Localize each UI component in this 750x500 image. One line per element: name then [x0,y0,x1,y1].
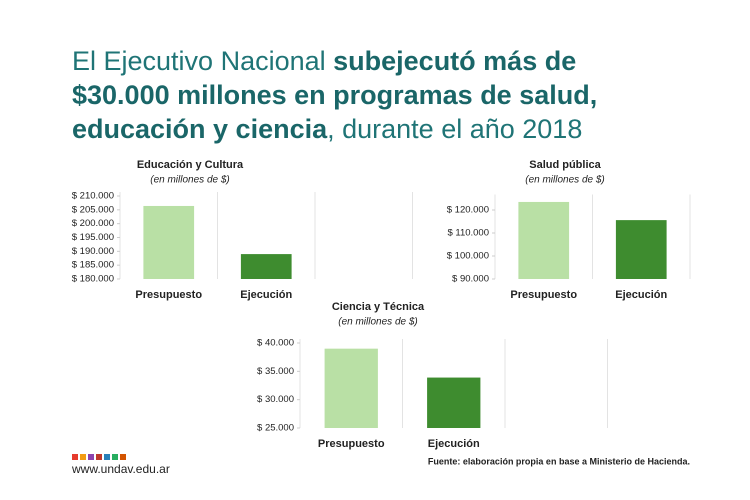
title-line: educación y ciencia, durante el año 2018 [72,112,597,146]
chart-title: Ciencia y Técnica [332,301,425,313]
y-tick-label: $ 185.000 [72,260,114,271]
y-tick-label: $ 190.000 [72,246,114,257]
y-tick-label: $ 30.000 [257,394,294,405]
x-tick-label: Ejecución [240,289,292,301]
chart-subtitle: (en millones de $) [338,317,417,328]
y-tick-label: $ 210.000 [72,191,114,202]
title-segment: educación y ciencia [72,114,328,144]
title-segment: , durante el año 2018 [327,114,583,144]
bar [615,220,667,279]
y-tick-label: $ 180.000 [72,274,114,285]
y-tick-label: $ 110.000 [447,228,489,239]
title-segment: $30.000 millones en programas de salud, [72,80,598,110]
y-tick-label: $ 35.000 [257,366,294,377]
url: www.undav.edu.ar [71,462,170,476]
y-tick-label: $ 90.000 [452,274,489,285]
x-tick-label: Presupuesto [135,289,202,301]
y-tick-label: $ 100.000 [447,251,489,262]
y-tick-label: $ 200.000 [72,218,114,229]
chart-subtitle: (en millones de $) [525,175,604,186]
x-tick-label: Presupuesto [510,289,577,301]
bar [143,205,195,279]
title-segment: subejecutó más de [333,46,577,76]
bar [240,254,292,279]
chart-title: Educación y Cultura [137,159,244,171]
source: Fuente: elaboración propia en base a Min… [428,456,690,466]
chart-subtitle: (en millones de $) [150,175,229,186]
x-tick-label: Presupuesto [318,438,385,450]
x-tick-label: Ejecución [615,289,667,301]
title: El Ejecutivo Nacional subejecutó más de $… [72,44,597,146]
logo-dots [72,454,126,460]
title-line: $30.000 millones en programas de salud, [72,78,597,112]
title-segment: El Ejecutivo Nacional [72,46,334,76]
y-tick-label: $ 25.000 [257,423,294,434]
y-tick-label: $ 120.000 [447,205,489,216]
chart-title: Salud pública [529,159,601,171]
y-tick-label: $ 195.000 [72,232,114,243]
y-tick-label: $ 205.000 [72,204,114,215]
bar [324,348,378,428]
x-tick-label: Ejecución [428,438,480,450]
bar [518,201,570,279]
title-line: El Ejecutivo Nacional subejecutó más de [72,44,597,78]
y-tick-label: $ 40.000 [257,338,294,349]
bar [427,377,481,428]
